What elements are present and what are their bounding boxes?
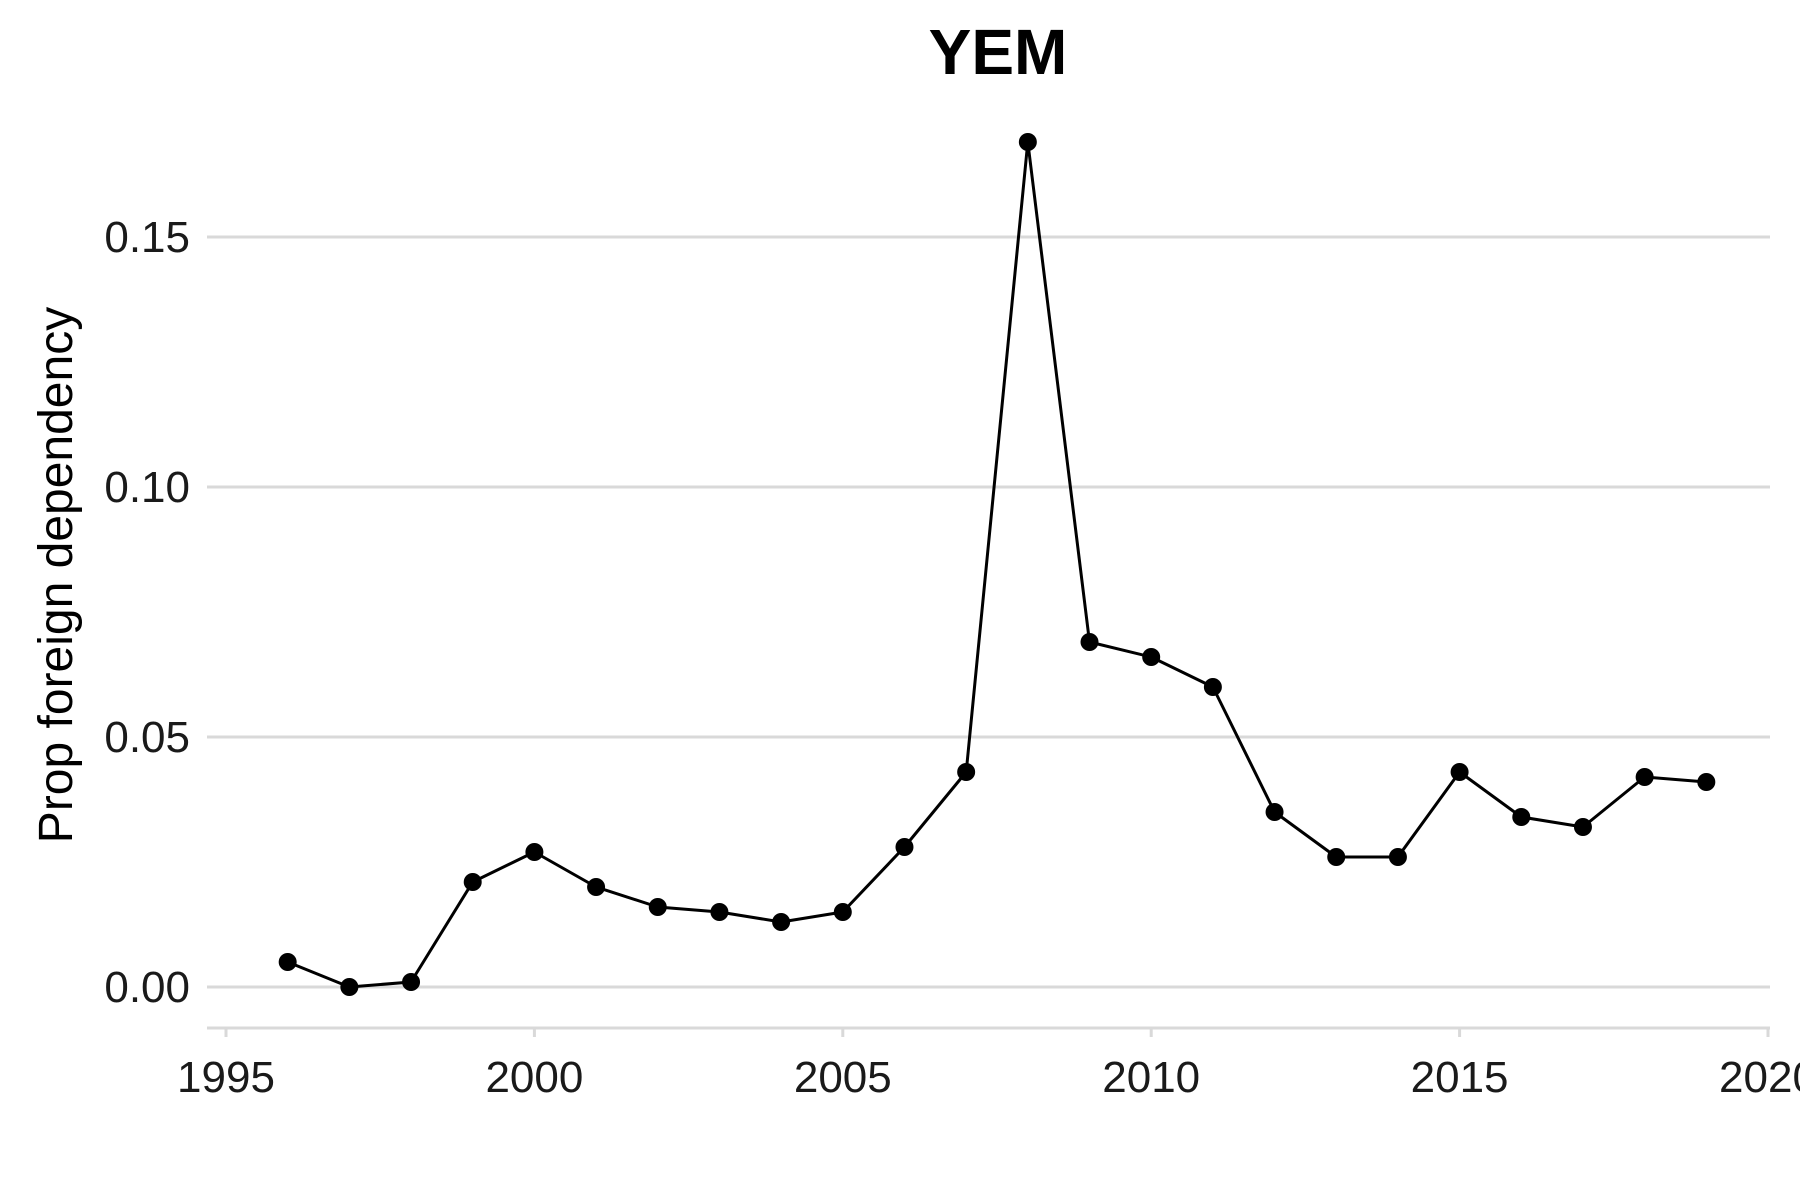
x-tick-label: 2015 <box>1411 1053 1509 1102</box>
data-point <box>895 838 914 856</box>
data-point <box>957 763 976 781</box>
x-tick-label: 2000 <box>485 1053 583 1102</box>
grid-lines <box>207 235 1770 989</box>
data-point <box>833 903 852 921</box>
y-tick-label: 0.10 <box>104 463 190 512</box>
data-point <box>278 953 297 971</box>
data-point <box>1265 803 1284 821</box>
data-point <box>587 878 606 896</box>
chart-title: YEM <box>929 16 1068 88</box>
y-tick-labels: 0.00 0.05 0.10 0.15 <box>104 213 190 1012</box>
series-line-group <box>287 140 1707 989</box>
data-point <box>1327 848 1346 866</box>
data-point <box>463 873 482 891</box>
data-point <box>525 843 544 861</box>
data-points <box>278 133 1716 996</box>
data-point <box>1080 633 1099 651</box>
x-tick-label: 1995 <box>177 1053 275 1102</box>
data-point <box>1635 768 1654 786</box>
y-tick-label: 0.00 <box>104 963 190 1012</box>
data-point <box>1512 808 1531 826</box>
data-point <box>1573 818 1592 836</box>
y-tick-label: 0.15 <box>104 213 190 262</box>
data-point <box>772 913 791 931</box>
x-tick-label: 2005 <box>794 1053 892 1102</box>
data-point <box>1388 848 1407 866</box>
data-point <box>340 978 359 996</box>
x-tick-label: 2020 <box>1719 1053 1800 1102</box>
data-point <box>648 898 667 916</box>
data-point <box>402 973 421 991</box>
data-point <box>1142 648 1161 666</box>
x-axis <box>207 1026 1770 1037</box>
data-point <box>710 903 729 921</box>
data-point <box>1203 678 1222 696</box>
y-tick-label: 0.05 <box>104 713 190 762</box>
data-point <box>1697 773 1716 791</box>
x-tick-labels: 1995 2000 2005 2010 2015 2020 <box>177 1053 1800 1102</box>
series-line <box>287 140 1707 989</box>
data-point <box>1450 763 1469 781</box>
x-tick-label: 2010 <box>1102 1053 1200 1102</box>
y-axis-title: Prop foreign dependency <box>30 307 83 843</box>
data-point <box>1018 133 1037 151</box>
